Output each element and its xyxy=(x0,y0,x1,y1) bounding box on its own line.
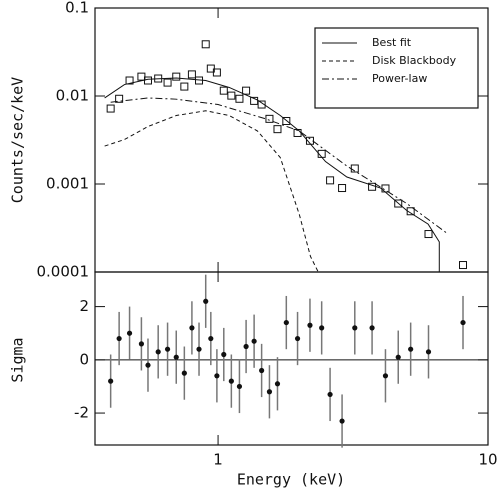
model-line xyxy=(104,110,319,273)
x-tick-label: 1 xyxy=(213,451,223,469)
residual-point xyxy=(214,373,220,379)
y-tick-label: 0 xyxy=(79,350,89,368)
x-tick-label: 10 xyxy=(478,451,497,469)
legend-box xyxy=(314,27,479,109)
data-point xyxy=(125,76,134,85)
data-point xyxy=(305,136,314,145)
residual-point xyxy=(408,346,414,352)
data-point xyxy=(143,76,152,85)
y-tick-label: 0.01 xyxy=(56,87,89,105)
residual-point xyxy=(203,298,209,304)
residual-point xyxy=(208,335,214,342)
residual-point xyxy=(294,335,301,342)
data-point xyxy=(106,104,115,113)
residual-point xyxy=(236,383,243,390)
top-frame xyxy=(94,7,489,273)
residual-point xyxy=(108,378,114,384)
residual-point xyxy=(189,325,195,331)
residual-point xyxy=(164,346,171,352)
data-point xyxy=(180,82,189,91)
residual-point xyxy=(319,325,325,331)
residual-point xyxy=(259,367,265,374)
data-point xyxy=(235,94,244,103)
residual-point xyxy=(352,325,358,331)
residual-point xyxy=(266,389,273,395)
model-line xyxy=(104,77,440,272)
y-axis-label: Sigma xyxy=(9,337,27,382)
data-point xyxy=(273,125,282,134)
data-point xyxy=(250,96,259,105)
residual-point xyxy=(425,349,432,355)
residual-point xyxy=(228,378,234,384)
y-tick-label: 0.0001 xyxy=(37,263,90,281)
residual-point xyxy=(307,322,313,328)
data-point xyxy=(394,199,403,208)
residual-point xyxy=(243,343,249,350)
data-point xyxy=(163,78,172,87)
residual-point xyxy=(138,341,145,347)
residual-point xyxy=(369,325,375,331)
residual-point xyxy=(116,335,122,342)
data-point xyxy=(459,261,468,270)
data-point xyxy=(282,116,291,125)
model-line xyxy=(110,97,447,234)
residual-point xyxy=(251,338,257,344)
residual-point xyxy=(196,346,202,352)
residual-point xyxy=(395,354,401,360)
residual-point xyxy=(327,391,333,398)
y-tick-label: 0.001 xyxy=(46,175,89,193)
data-point xyxy=(137,72,146,81)
residual-point xyxy=(155,349,161,355)
data-point xyxy=(424,230,433,239)
residual-point xyxy=(274,381,281,387)
data-point xyxy=(187,70,196,79)
residual-point xyxy=(173,354,179,360)
data-point xyxy=(242,86,251,95)
residual-point xyxy=(181,370,187,376)
data-point xyxy=(265,114,274,123)
residual-point xyxy=(221,351,227,358)
bottom-frame xyxy=(94,271,489,446)
data-point xyxy=(115,94,124,103)
y-axis-label: Counts/sec/keV xyxy=(9,77,27,203)
residual-point xyxy=(339,418,345,424)
residual-point xyxy=(126,330,133,336)
residual-point xyxy=(145,362,151,368)
legend-label: Power-law xyxy=(372,72,427,85)
data-point xyxy=(172,72,181,81)
residual-point xyxy=(460,319,466,326)
y-tick-label: 0.1 xyxy=(65,0,89,17)
data-point xyxy=(212,68,221,77)
data-point xyxy=(227,91,236,100)
data-point xyxy=(201,40,210,49)
legend-label: Best fit xyxy=(372,36,412,49)
y-tick-label: 2 xyxy=(79,297,89,315)
data-point xyxy=(326,176,335,185)
residual-point xyxy=(283,319,289,326)
x-axis-label: Energy (keV) xyxy=(237,471,345,489)
residual-point xyxy=(382,373,389,379)
y-tick-label: -2 xyxy=(74,404,89,422)
legend-label: Disk Blackbody xyxy=(372,54,457,67)
data-point xyxy=(219,86,228,95)
data-point xyxy=(257,100,266,109)
data-point xyxy=(338,184,347,193)
